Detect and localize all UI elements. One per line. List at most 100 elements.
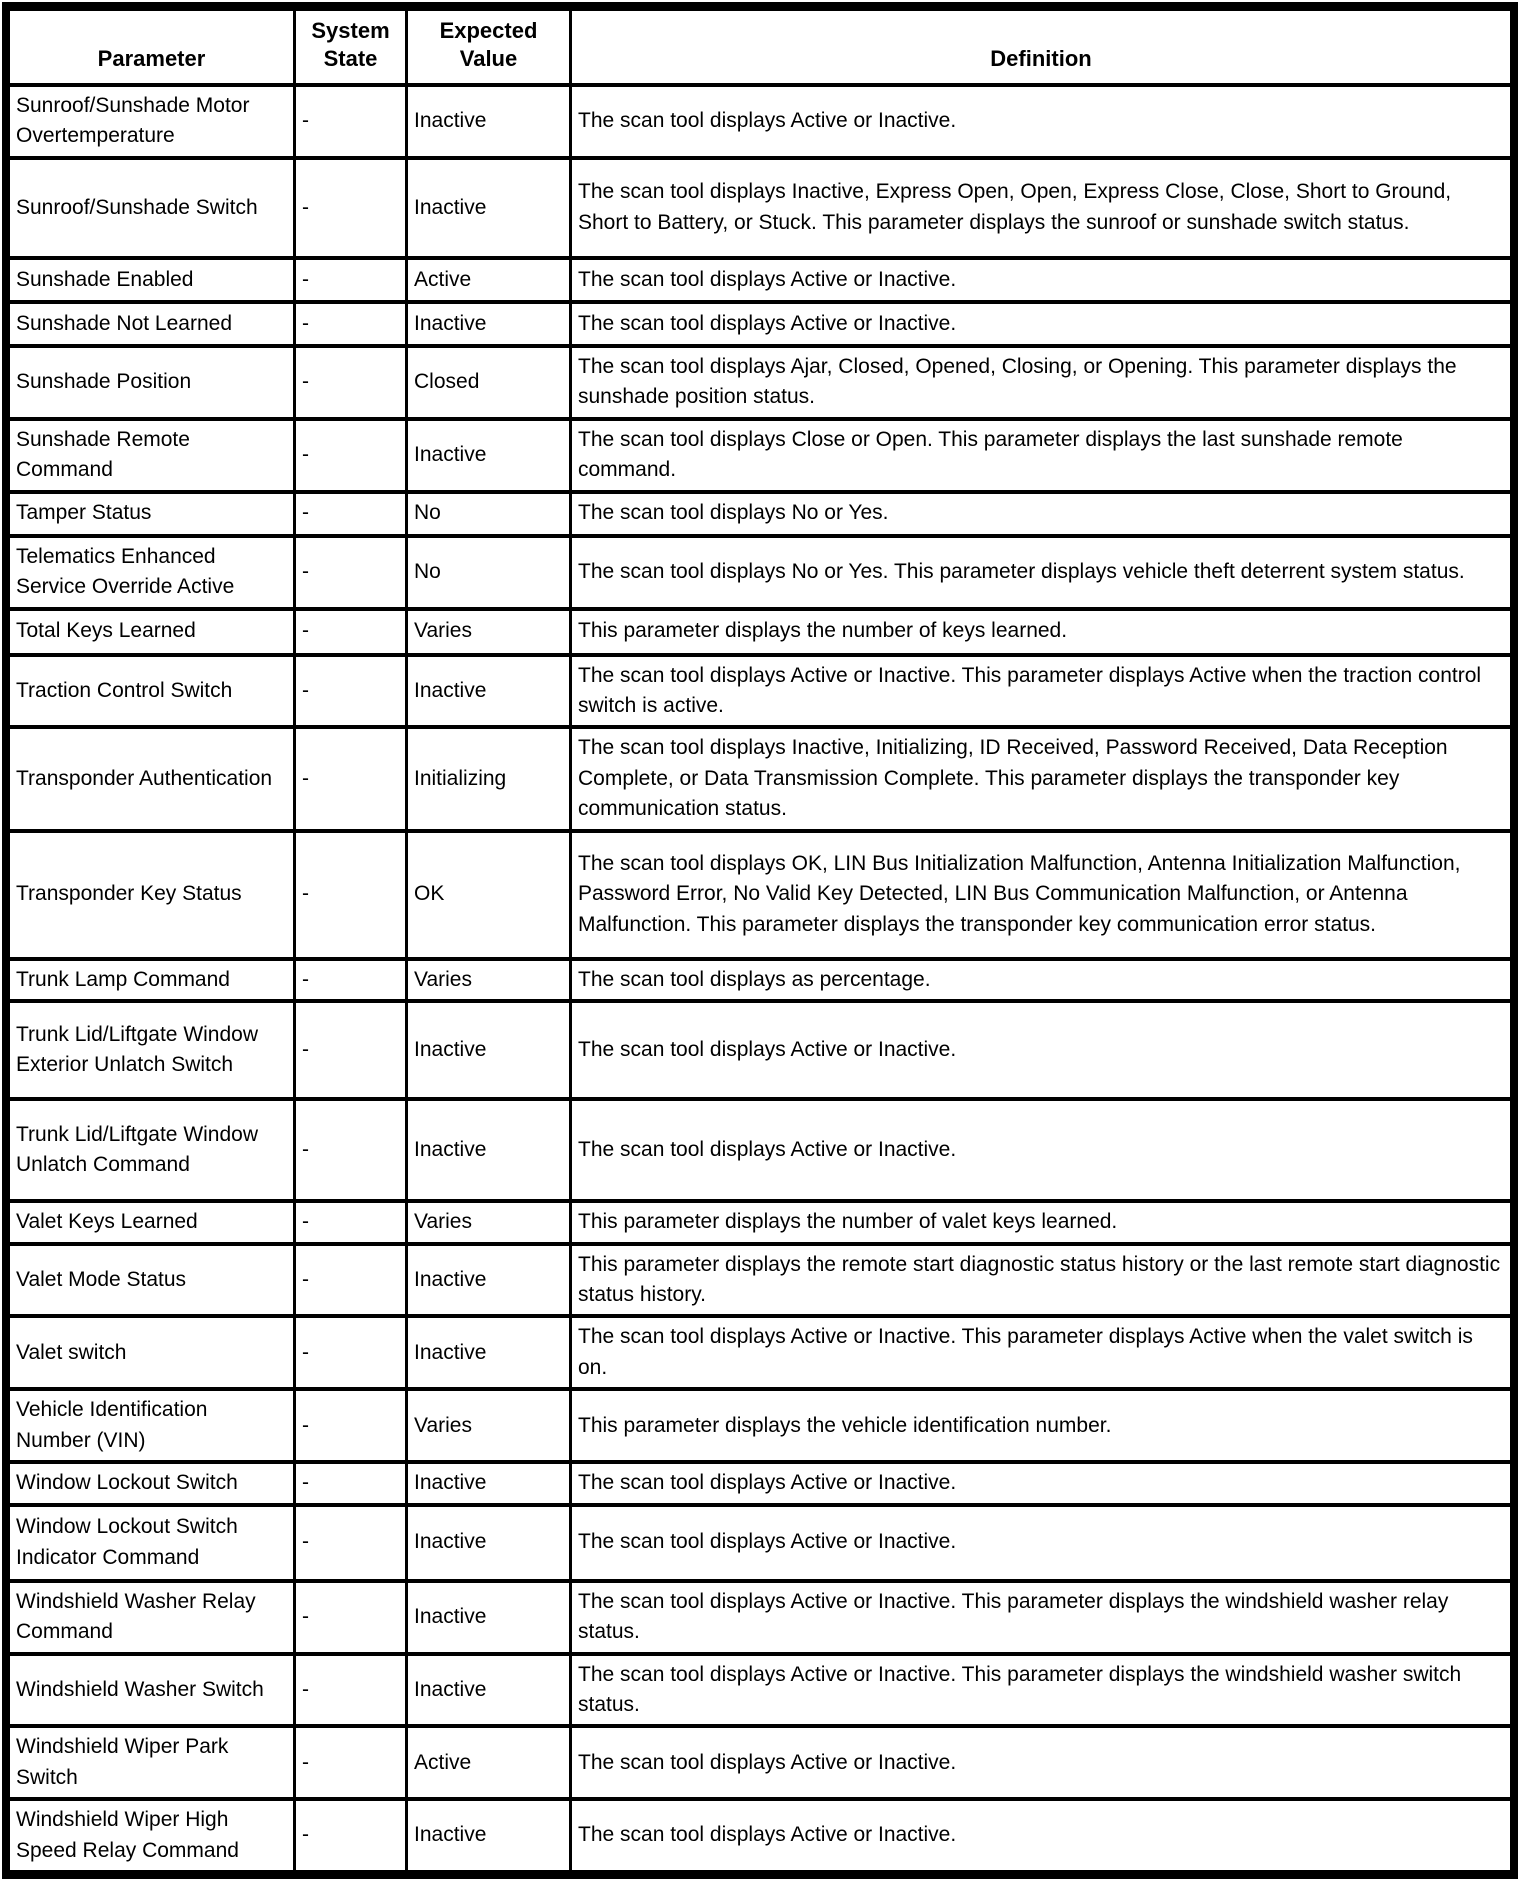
parameter-cell: Windshield Wiper High Speed Relay Comman… xyxy=(7,1797,296,1875)
definition-cell: The scan tool displays Active or Inactiv… xyxy=(569,83,1513,160)
table-row: Sunshade Position - Closed The scan tool di… xyxy=(7,343,1513,421)
parameter-cell: Valet Keys Learned xyxy=(7,1199,296,1246)
parameter-cell: Window Lockout Switch xyxy=(7,1460,296,1507)
table-row: Sunshade Remote Command - Inactive The scan… xyxy=(7,416,1513,494)
parameter-cell: Sunshade Not Learned xyxy=(7,299,296,348)
parameter-cell: Sunshade Remote Command xyxy=(7,416,296,494)
column-header-parameter: Parameter xyxy=(7,7,296,87)
table-row: Windshield Wiper High Speed Relay Comman… xyxy=(7,1797,1513,1875)
parameter-cell: Windshield Washer Switch xyxy=(7,1651,296,1729)
parameter-cell: Transponder Authentication xyxy=(7,725,296,833)
parameter-cell: Transponder Key Status xyxy=(7,828,296,961)
table-row: Valet switch - Inactive The scan tool displ… xyxy=(7,1314,1513,1392)
parameter-cell: Trunk Lid/Liftgate Window Exterior Unlat… xyxy=(7,999,296,1102)
expected-value-cell: Inactive xyxy=(405,1797,572,1875)
parameter-cell: Windshield Washer Relay Command xyxy=(7,1578,296,1656)
table-row: Telematics Enhanced Service Override Act… xyxy=(7,533,1513,611)
definition-cell: The scan tool displays Active or Inactiv… xyxy=(569,652,1513,730)
definition-cell: The scan tool displays Active or Inactiv… xyxy=(569,999,1513,1102)
expected-value-cell: Active xyxy=(405,255,572,304)
definition-cell: The scan tool displays Active or Inactiv… xyxy=(569,1651,1513,1729)
system-state-cell: - xyxy=(293,83,408,160)
table-row: Vehicle Identification Number (VIN) - Vari… xyxy=(7,1387,1513,1465)
table-row: Tamper Status - No The scan tool displays N… xyxy=(7,489,1513,538)
table-row: Trunk Lid/Liftgate Window Unlatch Comman… xyxy=(7,1097,1513,1204)
table-row: Total Keys Learned - Varies This parameter … xyxy=(7,606,1513,657)
table-row: Window Lockout Switch - Inactive The scan t… xyxy=(7,1460,1513,1507)
parameter-cell: Valet switch xyxy=(7,1314,296,1392)
definition-cell: The scan tool displays Inactive, Initial… xyxy=(569,725,1513,833)
parameter-cell: Sunshade Position xyxy=(7,343,296,421)
table-row: Sunroof/Sunshade Switch - Inactive The scan… xyxy=(7,155,1513,260)
definition-cell: The scan tool displays Active or Inactiv… xyxy=(569,1097,1513,1204)
definition-cell: This parameter displays the number of ke… xyxy=(569,606,1513,657)
definition-cell: The scan tool displays No or Yes. xyxy=(569,489,1513,538)
expected-value-cell: Inactive xyxy=(405,1651,572,1729)
table-row: Traction Control Switch - Inactive The scan… xyxy=(7,652,1513,730)
table-header: Parameter System State Expected Value Defin… xyxy=(7,7,1513,87)
parameter-cell: Valet Mode Status xyxy=(7,1241,296,1319)
parameter-cell: Sunshade Enabled xyxy=(7,255,296,304)
expected-value-cell: Varies xyxy=(405,606,572,657)
system-state-cell: - xyxy=(293,489,408,538)
table-row: Windshield Washer Relay Command - Inactive… xyxy=(7,1578,1513,1656)
parameter-cell: Tamper Status xyxy=(7,489,296,538)
table-row: Transponder Authentication - Initializing T… xyxy=(7,725,1513,833)
expected-value-cell: Active xyxy=(405,1724,572,1802)
table-row: Trunk Lamp Command - Varies The scan tool d… xyxy=(7,956,1513,1004)
system-state-cell: - xyxy=(293,1724,408,1802)
expected-value-cell: Inactive xyxy=(405,1097,572,1204)
system-state-cell: - xyxy=(293,956,408,1004)
parameter-cell: Telematics Enhanced Service Override Act… xyxy=(7,533,296,611)
table-row: Valet Mode Status - Inactive This parameter… xyxy=(7,1241,1513,1319)
definition-cell: This parameter displays the remote start… xyxy=(569,1241,1513,1319)
table-row: Sunroof/Sunshade Motor Overtemperature - I… xyxy=(7,83,1513,160)
parameter-cell: Windshield Wiper Park Switch xyxy=(7,1724,296,1802)
system-state-cell: - xyxy=(293,1097,408,1204)
definition-cell: The scan tool displays Active or Inactiv… xyxy=(569,1314,1513,1392)
expected-value-cell: Inactive xyxy=(405,999,572,1102)
expected-value-cell: Inactive xyxy=(405,1502,572,1583)
definition-cell: The scan tool displays Active or Inactiv… xyxy=(569,1502,1513,1583)
system-state-cell: - xyxy=(293,155,408,260)
definition-cell: The scan tool displays Active or Inactiv… xyxy=(569,1578,1513,1656)
system-state-cell: - xyxy=(293,533,408,611)
expected-value-cell: Varies xyxy=(405,1199,572,1246)
system-state-cell: - xyxy=(293,606,408,657)
definition-cell: The scan tool displays Active or Inactiv… xyxy=(569,255,1513,304)
header-row: Parameter System State Expected Value Defin… xyxy=(7,7,1513,87)
system-state-cell: - xyxy=(293,299,408,348)
system-state-cell: - xyxy=(293,1387,408,1465)
parameter-cell: Vehicle Identification Number (VIN) xyxy=(7,1387,296,1465)
expected-value-cell: Varies xyxy=(405,956,572,1004)
definition-cell: The scan tool displays Active or Inactiv… xyxy=(569,1724,1513,1802)
parameter-cell: Sunroof/Sunshade Motor Overtemperature xyxy=(7,83,296,160)
definition-cell: The scan tool displays Active or Inactiv… xyxy=(569,1460,1513,1507)
table-row: Transponder Key Status - OK The scan tool d… xyxy=(7,828,1513,961)
expected-value-cell: No xyxy=(405,489,572,538)
definition-cell: The scan tool displays Active or Inactiv… xyxy=(569,299,1513,348)
expected-value-cell: Varies xyxy=(405,1387,572,1465)
system-state-cell: - xyxy=(293,1314,408,1392)
definition-cell: The scan tool displays No or Yes. This p… xyxy=(569,533,1513,611)
system-state-cell: - xyxy=(293,1502,408,1583)
parameter-cell: Window Lockout Switch Indicator Command xyxy=(7,1502,296,1583)
system-state-cell: - xyxy=(293,1460,408,1507)
table-row: Windshield Washer Switch - Inactive The sca… xyxy=(7,1651,1513,1729)
definition-cell: The scan tool displays Close or Open. Th… xyxy=(569,416,1513,494)
expected-value-cell: Inactive xyxy=(405,83,572,160)
expected-value-cell: OK xyxy=(405,828,572,961)
table-row: Valet Keys Learned - Varies This parameter … xyxy=(7,1199,1513,1246)
table-row: Sunshade Enabled - Active The scan tool dis… xyxy=(7,255,1513,304)
expected-value-cell: Inactive xyxy=(405,416,572,494)
column-header-expected-value: Expected Value xyxy=(405,7,572,87)
expected-value-cell: Inactive xyxy=(405,155,572,260)
system-state-cell: - xyxy=(293,255,408,304)
system-state-cell: - xyxy=(293,828,408,961)
definition-cell: The scan tool displays Active or Inactiv… xyxy=(569,1797,1513,1875)
definition-cell: The scan tool displays Ajar, Closed, Ope… xyxy=(569,343,1513,421)
definition-cell: The scan tool displays Inactive, Express… xyxy=(569,155,1513,260)
expected-value-cell: Initializing xyxy=(405,725,572,833)
